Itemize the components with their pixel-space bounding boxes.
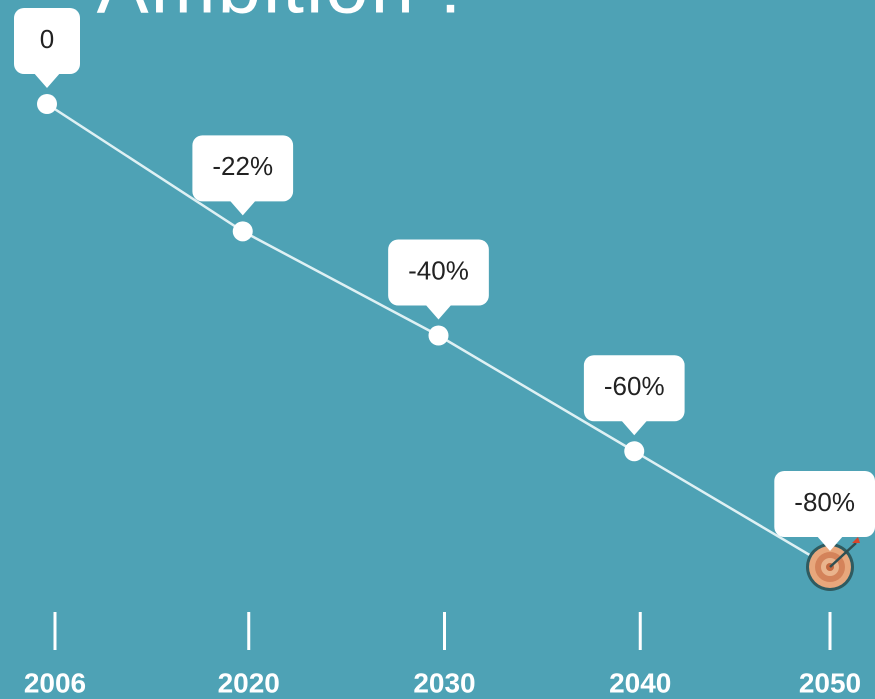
callout: -80% bbox=[774, 471, 875, 551]
callout: -22% bbox=[192, 135, 294, 216]
data-label: -60% bbox=[604, 371, 665, 401]
callout: 0 bbox=[14, 8, 80, 88]
point bbox=[624, 441, 645, 462]
data-label: -40% bbox=[408, 255, 469, 285]
callout-pointer bbox=[33, 72, 61, 88]
callout-box bbox=[388, 239, 489, 306]
callout-box bbox=[774, 471, 875, 537]
chart-title: Ambition ! bbox=[97, 0, 464, 30]
callout-pointer bbox=[620, 419, 649, 436]
target-arrow bbox=[829, 542, 857, 568]
x-tick-label: 2006 bbox=[24, 667, 86, 698]
callout-pointer bbox=[816, 535, 844, 551]
point bbox=[232, 221, 253, 242]
point bbox=[37, 94, 57, 114]
callout-box bbox=[192, 135, 294, 202]
callout-box bbox=[14, 8, 80, 74]
target-arrow-tail bbox=[852, 537, 860, 543]
data-label: 0 bbox=[40, 24, 54, 54]
callout-pointer bbox=[424, 303, 453, 320]
callout: -40% bbox=[388, 239, 489, 320]
x-tick-label: 2040 bbox=[609, 667, 671, 698]
data-label: -80% bbox=[794, 487, 855, 517]
callout-pointer bbox=[228, 199, 257, 216]
x-tick-label: 2030 bbox=[413, 667, 475, 698]
callout-box bbox=[583, 355, 685, 422]
x-tick-label: 2020 bbox=[218, 667, 280, 698]
target-marker bbox=[806, 537, 860, 591]
x-tick-label: 2050 bbox=[799, 667, 861, 698]
data-label: -22% bbox=[212, 151, 273, 181]
callout: -60% bbox=[583, 355, 685, 436]
point bbox=[428, 325, 449, 346]
